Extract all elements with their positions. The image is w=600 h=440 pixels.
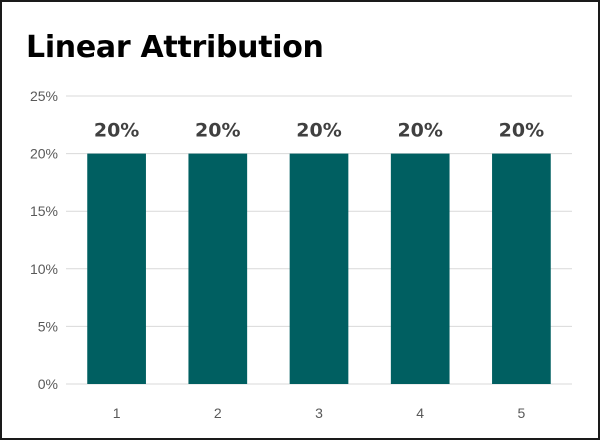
y-tick-label: 20% <box>30 146 58 162</box>
data-label: 20% <box>94 120 139 142</box>
bar <box>289 153 349 384</box>
bar <box>188 153 248 384</box>
x-tick-label: 5 <box>518 405 526 421</box>
data-labels: 20% 20% 20% 20% 20% <box>94 120 544 142</box>
x-tick-label: 1 <box>113 405 121 421</box>
x-axis-tick-labels: 1 2 3 4 5 <box>113 405 526 421</box>
chart-title: Linear Attribution <box>26 30 324 65</box>
x-tick-label: 3 <box>315 405 323 421</box>
x-tick-label: 2 <box>214 405 222 421</box>
bars <box>87 153 551 384</box>
data-label: 20% <box>195 120 240 142</box>
bar <box>390 153 450 384</box>
bar <box>87 153 146 384</box>
y-axis-tick-labels: 0% 5% 10% 15% 20% 25% <box>30 88 58 392</box>
y-tick-label: 15% <box>30 203 58 219</box>
data-label: 20% <box>397 120 442 142</box>
y-tick-label: 10% <box>30 261 58 277</box>
data-label: 20% <box>499 120 544 142</box>
x-tick-label: 4 <box>416 405 424 421</box>
y-tick-label: 0% <box>38 376 58 392</box>
bar <box>492 153 551 384</box>
y-tick-label: 5% <box>38 318 58 334</box>
data-label: 20% <box>296 120 341 142</box>
y-tick-label: 25% <box>30 88 58 104</box>
